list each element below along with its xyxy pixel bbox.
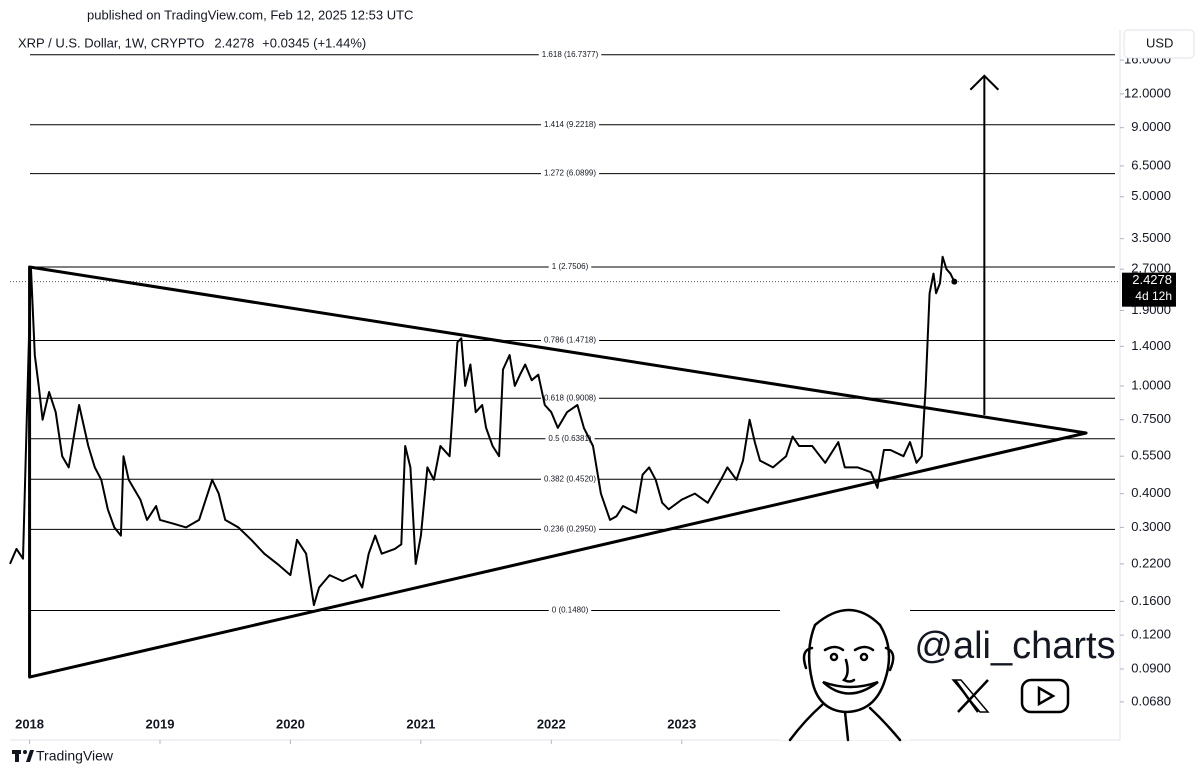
fib-label-bg <box>540 168 600 179</box>
arrow-head <box>969 74 1000 91</box>
fib-label: 0.236 (0.2950) <box>544 525 596 534</box>
y-tick-label: 0.0680 <box>1131 693 1171 708</box>
x-tick-label: 2018 <box>15 716 44 731</box>
fib-label-bg <box>548 262 592 273</box>
fib-label: 1 (2.7506) <box>552 262 589 271</box>
x-tick-label: 2023 <box>667 716 696 731</box>
fib-label: 0 (0.1480) <box>552 606 589 615</box>
youtube-icon <box>1020 678 1070 714</box>
avatar <box>780 600 910 742</box>
fib-label-bg <box>540 335 600 346</box>
symbol-change: +0.0345 (+1.44%) <box>262 35 366 50</box>
y-tick-label: 1.4000 <box>1131 338 1171 353</box>
fib-label: 1.272 (6.0899) <box>544 169 596 178</box>
y-tick-label: 2.7000 <box>1131 261 1171 276</box>
x-tick-label: 2021 <box>406 716 435 731</box>
y-tick-label: 0.1600 <box>1131 593 1171 608</box>
y-tick-label: 3.5000 <box>1131 230 1171 245</box>
brand-logo <box>12 750 34 762</box>
x-tick-label: 2019 <box>146 716 175 731</box>
y-tick-label: 6.5000 <box>1131 157 1171 172</box>
published-header: published on TradingView.com, Feb 12, 20… <box>87 7 413 22</box>
y-tick-label: 9.0000 <box>1131 119 1171 134</box>
fib-label-bg <box>540 524 600 535</box>
fib-label: 0.618 (0.9008) <box>544 393 596 402</box>
fib-label: 0.382 (0.4520) <box>544 474 596 483</box>
y-tick-label: 1.0000 <box>1131 377 1171 392</box>
y-tick-label: 0.1200 <box>1131 627 1171 642</box>
fib-label: 1.414 (9.2218) <box>544 120 596 129</box>
currency-box <box>1123 29 1195 59</box>
y-tick-label: 0.0900 <box>1131 660 1171 675</box>
fib-label-bg <box>538 49 602 60</box>
x-tick-label: 2022 <box>537 716 566 731</box>
fib-label: 0.786 (1.4718) <box>544 336 596 345</box>
price-tag-countdown: 4d 12h <box>1135 289 1172 303</box>
currency: USD <box>1146 35 1173 50</box>
y-tick-label: 0.3000 <box>1131 519 1171 534</box>
fib-label-bg <box>545 433 595 444</box>
price-line-series <box>9 255 956 607</box>
brand: TradingView <box>36 748 114 764</box>
fib-label-bg <box>540 393 600 404</box>
symbol-price: 2.4278 <box>214 35 254 50</box>
x-tick-label: 2020 <box>276 716 305 731</box>
x-icon <box>951 679 990 713</box>
fib-label-bg <box>540 474 600 485</box>
triangle <box>28 265 1088 679</box>
fib-label-bg <box>548 605 592 616</box>
y-tick-label: 0.2200 <box>1131 555 1171 570</box>
y-tick-label: 0.5500 <box>1131 448 1171 463</box>
fib-label-bg <box>540 119 600 130</box>
price-tag <box>1122 272 1176 307</box>
y-tick-label: 5.0000 <box>1131 188 1171 203</box>
fib-label: 0.5 (0.6381) <box>548 434 591 443</box>
plot-area: 1.618 (16.7377) 1.414 (9.2218) 1.272 (6.08… <box>9 49 1120 679</box>
y-tick-label: 12.0000 <box>1124 85 1171 100</box>
y-tick-label: 0.7500 <box>1131 411 1171 426</box>
y-tick-label: 0.4000 <box>1131 485 1171 500</box>
symbol-info: XRP / U.S. Dollar, 1W, CRYPTO <box>18 35 204 50</box>
fib-label: 1.618 (16.7377) <box>542 50 599 59</box>
last-price-dot <box>951 278 958 285</box>
watermark: @ali_charts <box>914 625 1115 667</box>
price-tag-value: 2.4278 <box>1132 272 1172 287</box>
